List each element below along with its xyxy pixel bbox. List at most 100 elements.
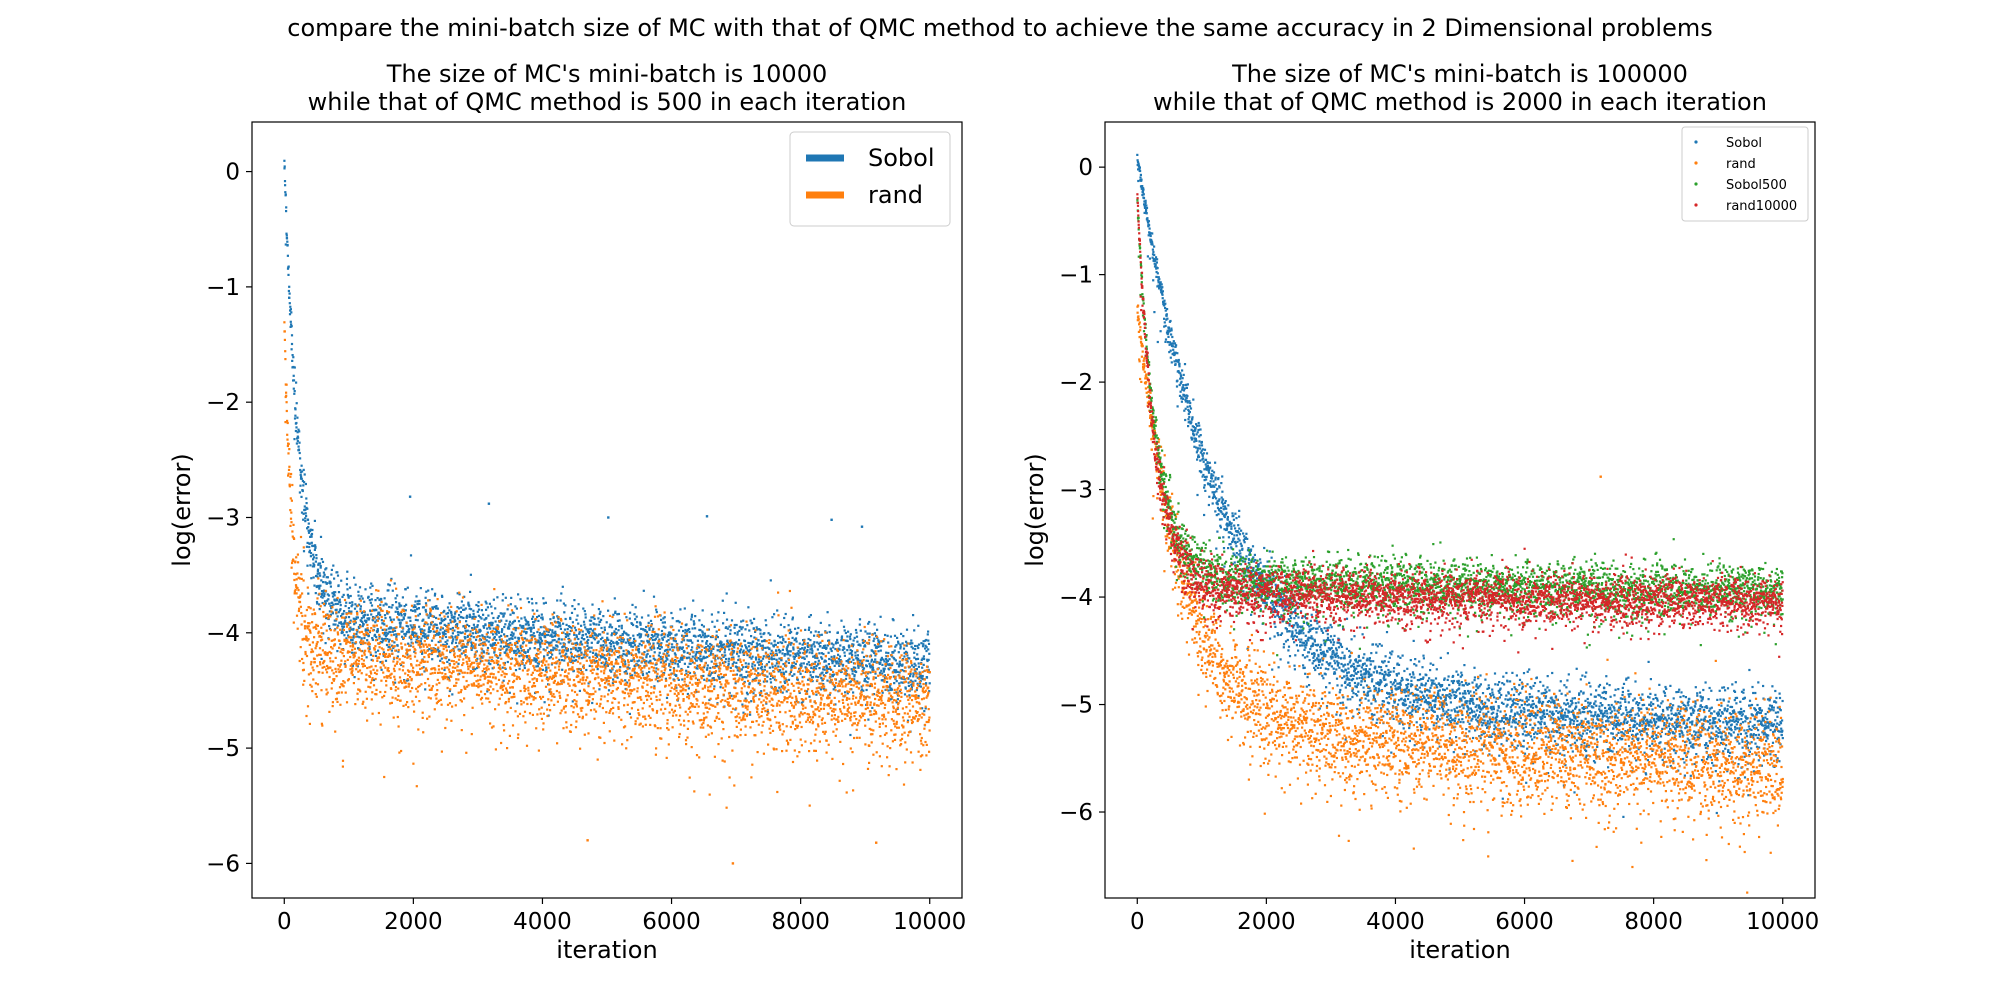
data-point [740, 673, 743, 676]
data-point [473, 627, 476, 630]
data-point [722, 655, 725, 658]
data-point [302, 518, 305, 521]
data-point [537, 619, 540, 622]
data-point [436, 607, 439, 610]
data-point [435, 702, 438, 705]
data-point [307, 526, 310, 529]
data-point [548, 628, 551, 631]
data-point [739, 648, 742, 651]
data-point [546, 714, 549, 718]
data-point [577, 646, 580, 650]
data-point [702, 674, 705, 677]
data-point [758, 663, 761, 666]
data-point [511, 724, 515, 727]
data-point [654, 658, 657, 661]
data-point [802, 651, 805, 655]
data-point [440, 750, 443, 753]
data-point [893, 634, 897, 637]
data-point [542, 712, 545, 715]
data-point [674, 640, 677, 643]
data-point [880, 679, 883, 682]
data-point [652, 657, 655, 660]
data-point [781, 648, 784, 651]
data-point [763, 632, 766, 635]
data-point [792, 661, 796, 664]
data-point [441, 637, 444, 640]
data-point [414, 605, 417, 608]
data-point [732, 645, 735, 648]
data-point [658, 651, 661, 654]
data-point [293, 537, 296, 540]
data-point [305, 497, 308, 500]
data-point [512, 672, 515, 675]
data-point [484, 672, 487, 675]
data-point [583, 689, 586, 692]
data-point [587, 647, 590, 650]
data-point [444, 677, 447, 680]
data-point [287, 273, 290, 276]
data-point [360, 650, 363, 653]
data-point [895, 701, 898, 704]
data-point [645, 654, 648, 657]
data-point [335, 611, 338, 614]
data-point [315, 644, 318, 647]
data-point [819, 621, 822, 624]
data-point [851, 672, 854, 675]
data-point [370, 698, 373, 701]
data-point [552, 676, 555, 679]
data-point [853, 674, 856, 677]
data-point [825, 671, 828, 674]
data-point [586, 642, 589, 645]
data-point [349, 655, 352, 659]
data-point [896, 670, 899, 673]
data-point [609, 624, 612, 627]
data-point [386, 676, 389, 679]
data-point [818, 667, 821, 670]
data-point [436, 700, 439, 703]
data-point [308, 542, 311, 545]
data-point [481, 659, 484, 663]
data-point [549, 675, 552, 678]
data-point [334, 602, 337, 606]
data-point [852, 691, 855, 694]
data-point [448, 664, 451, 667]
data-point [882, 670, 885, 673]
data-point [327, 594, 331, 597]
data-point [871, 665, 874, 668]
data-point [340, 659, 343, 662]
data-point [568, 657, 571, 660]
data-point [653, 651, 656, 654]
data-point [921, 674, 924, 678]
data-point [765, 702, 768, 705]
data-point [370, 672, 373, 675]
data-point [486, 665, 489, 668]
data-point [631, 645, 635, 648]
data-point [321, 649, 324, 652]
data-point [588, 664, 591, 667]
data-point [467, 668, 470, 671]
data-point [648, 670, 651, 674]
data-point [540, 674, 543, 677]
data-point [355, 628, 358, 632]
data-point [302, 637, 306, 640]
data-point [430, 639, 434, 642]
data-point [600, 670, 603, 673]
data-point [562, 678, 565, 682]
data-point [290, 334, 294, 337]
data-point [736, 633, 739, 636]
data-point [497, 631, 500, 634]
data-point [416, 640, 419, 643]
data-point [746, 693, 749, 696]
data-point [326, 593, 329, 596]
data-point [319, 653, 322, 656]
data-point [451, 648, 454, 652]
data-point [833, 686, 837, 689]
data-point [677, 629, 681, 632]
data-point [348, 611, 351, 614]
data-point [495, 659, 498, 662]
data-point [503, 666, 506, 669]
data-point [581, 717, 584, 720]
data-point [743, 639, 747, 643]
data-point [496, 624, 499, 627]
